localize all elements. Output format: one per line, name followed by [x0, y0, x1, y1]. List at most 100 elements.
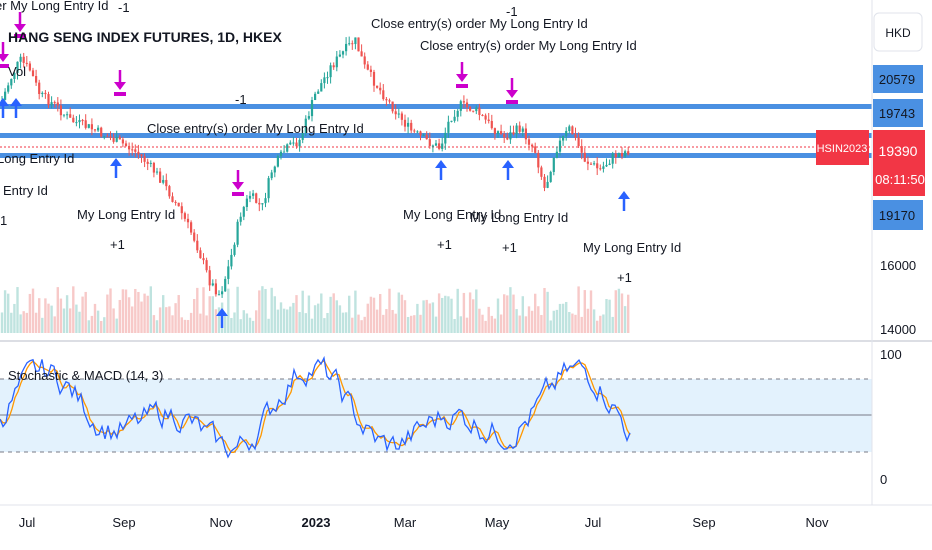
price-scale[interactable]: HKD 20579 19743 19170 HSIN2023 19390 08:… [816, 0, 925, 505]
candle-body [258, 202, 261, 205]
candle-body [413, 130, 416, 132]
candle-body [345, 43, 348, 52]
candle-body [276, 156, 279, 167]
candle-body [128, 145, 131, 150]
volume-bar [72, 286, 75, 333]
candle-body [245, 198, 248, 208]
candle-body [267, 178, 270, 199]
candle-body [478, 107, 481, 115]
volume-bar [431, 302, 435, 333]
candle-body [270, 172, 273, 179]
volume-bar [149, 286, 152, 333]
buy-arrow-icon[interactable] [435, 160, 447, 180]
volume-bar [87, 320, 90, 333]
annotation-long-entry-3: My Long Entry Id [470, 210, 568, 225]
sell-arrow-icon[interactable] [232, 170, 244, 196]
candle-body [369, 69, 372, 72]
volume-bar [109, 288, 112, 333]
buy-arrow-icon[interactable] [216, 308, 228, 328]
candle-body [93, 129, 97, 131]
volume-bar [565, 301, 568, 333]
volume-bar [338, 305, 342, 333]
sell-arrow-icon[interactable] [506, 78, 518, 104]
candle-body [537, 152, 540, 168]
volume-bar [459, 316, 462, 333]
volume-bar [487, 306, 490, 333]
volume-bar [248, 317, 252, 333]
volume-bar [341, 312, 345, 333]
volume-bar [38, 298, 41, 333]
volume-bar [577, 286, 580, 333]
volume-bar [174, 303, 177, 333]
volume-bar [453, 318, 456, 333]
candle-body [527, 139, 531, 145]
buy-arrow-icon[interactable] [10, 98, 22, 118]
volume-bar [580, 316, 583, 333]
volume-bar [552, 310, 555, 333]
candle-body [4, 91, 7, 100]
candle-body [314, 93, 317, 101]
main-pane[interactable] [0, 0, 872, 340]
volume-bar [499, 314, 503, 333]
candle-body [233, 244, 236, 255]
buy-arrow-icon[interactable] [110, 158, 122, 178]
sell-arrow-icon[interactable] [14, 12, 26, 38]
candle-body [543, 176, 546, 188]
volume-bar [10, 312, 13, 333]
volume-bar [239, 319, 242, 333]
volume-bar [437, 293, 441, 333]
volume-bar [28, 293, 32, 333]
oscillator-pane[interactable]: Stochastic & MACD (14, 3) [0, 355, 872, 459]
symbol-badge-text: HSIN2023 [817, 143, 868, 155]
volume-bar [295, 295, 298, 333]
candle-body [196, 240, 199, 251]
volume-bar [428, 303, 431, 333]
sell-arrow-icon[interactable] [0, 42, 9, 68]
volume-bar [400, 294, 404, 333]
candle-body [484, 115, 487, 120]
volume-bar [558, 303, 562, 333]
buy-arrow-icon[interactable] [502, 160, 514, 180]
osc-label-100: 100 [880, 347, 902, 362]
volume-bar [189, 312, 193, 333]
oscillator-title[interactable]: Stochastic & MACD (14, 3) [8, 368, 163, 383]
symbol-title[interactable]: HANG SENG INDEX FUTURES, 1D, HKEX [8, 29, 282, 45]
candle-body [348, 43, 351, 45]
volume-bar [611, 316, 614, 333]
sell-arrow-icon[interactable] [114, 70, 126, 96]
level-line-19743 [0, 104, 872, 109]
buy-arrow-icon[interactable] [618, 191, 630, 211]
volume-bar [335, 300, 338, 333]
volume-bar [202, 287, 205, 333]
candle-body [329, 65, 332, 78]
volume-bar [270, 287, 273, 333]
annotation-entry-partial: Entry Id [3, 183, 48, 198]
candle-body [490, 120, 493, 129]
currency-button[interactable] [873, 12, 923, 52]
volume-bar [251, 320, 255, 333]
stochastic-k-line [0, 355, 631, 459]
volume-bar [25, 312, 28, 333]
volume-bar [69, 308, 72, 333]
volume-bar [62, 308, 66, 333]
candle-body [168, 186, 171, 197]
volume-bar [273, 296, 276, 333]
candle-body [103, 136, 106, 138]
candle-body [515, 125, 518, 135]
volume-bar [124, 289, 128, 333]
candle-body [335, 56, 338, 68]
volume-bar [344, 312, 348, 333]
volume-bar [115, 318, 118, 333]
candle-body [214, 283, 217, 295]
candle-body [521, 128, 524, 132]
candle-body [481, 114, 484, 116]
buy-arrow-icon[interactable] [0, 98, 9, 118]
volume-label[interactable]: Vol [8, 64, 26, 79]
volume-bar [620, 293, 624, 333]
volume-bar [106, 294, 109, 333]
time-axis[interactable]: Jul Sep Nov 2023 Mar May Jul Sep Nov [0, 504, 932, 530]
volume-bar [121, 289, 125, 333]
volume-bar [245, 313, 249, 333]
sell-arrow-icon[interactable] [456, 62, 468, 88]
